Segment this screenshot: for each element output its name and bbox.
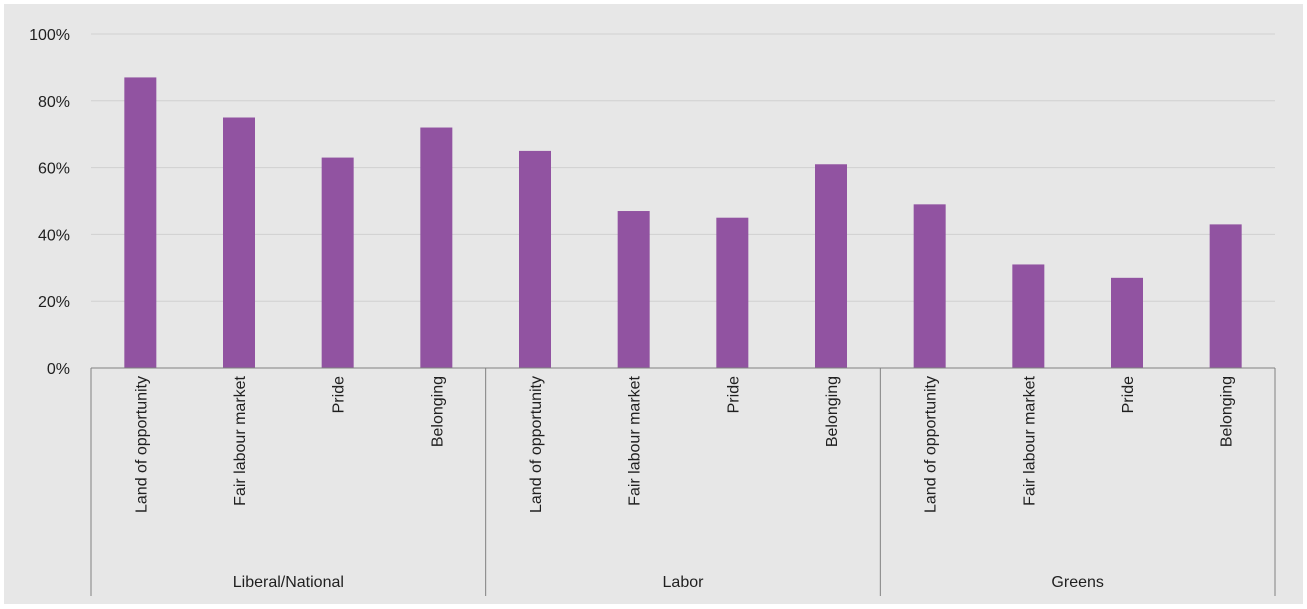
category-label: Fair labour market bbox=[627, 375, 644, 505]
category-label: Pride bbox=[331, 376, 348, 413]
y-tick-label: 60% bbox=[38, 161, 70, 178]
chart-frame: 0% 20% 40% 60% 80% 100% Land of opportunity Fa… bbox=[4, 4, 1303, 604]
bar bbox=[716, 217, 749, 368]
group-label: Greens bbox=[1051, 574, 1103, 591]
bar-chart: 0% 20% 40% 60% 80% 100% Land of opportunity Fa… bbox=[29, 27, 1276, 596]
category-labels: Land of opportunity Fair labour market Pri… bbox=[133, 375, 1235, 513]
category-label: Pride bbox=[1120, 376, 1137, 413]
bar bbox=[1111, 277, 1143, 368]
group-labels: Liberal/National Labor Greens bbox=[233, 574, 1104, 591]
category-label: Belonging bbox=[429, 376, 446, 447]
bar bbox=[420, 127, 453, 369]
category-label: Belonging bbox=[1219, 376, 1236, 447]
category-label: Land of opportunity bbox=[133, 376, 150, 513]
category-label: Land of opportunity bbox=[528, 376, 545, 513]
bar bbox=[1012, 264, 1045, 368]
group-label: Labor bbox=[663, 574, 705, 591]
y-axis-ticks: 0% 20% 40% 60% 80% 100% bbox=[29, 27, 70, 378]
y-tick-label: 100% bbox=[29, 27, 70, 44]
y-tick-label: 40% bbox=[38, 227, 70, 244]
category-label: Fair labour market bbox=[232, 375, 249, 505]
bar bbox=[913, 204, 946, 368]
category-label: Fair labour market bbox=[1021, 375, 1038, 505]
x-axis bbox=[90, 367, 1276, 596]
y-tick-label: 80% bbox=[38, 94, 70, 111]
y-tick-label: 20% bbox=[38, 294, 70, 311]
bar bbox=[321, 157, 354, 368]
group-label: Liberal/National bbox=[233, 574, 344, 591]
bar bbox=[617, 211, 650, 368]
bar bbox=[519, 150, 551, 368]
bar bbox=[815, 164, 847, 368]
category-label: Pride bbox=[725, 376, 742, 413]
category-label: Belonging bbox=[824, 376, 841, 447]
bars bbox=[124, 77, 1242, 369]
bar bbox=[124, 77, 157, 369]
gridlines bbox=[91, 33, 1275, 302]
bar bbox=[1209, 224, 1242, 368]
y-tick-label: 0% bbox=[47, 361, 70, 378]
bar bbox=[223, 117, 255, 368]
category-label: Land of opportunity bbox=[923, 376, 940, 513]
